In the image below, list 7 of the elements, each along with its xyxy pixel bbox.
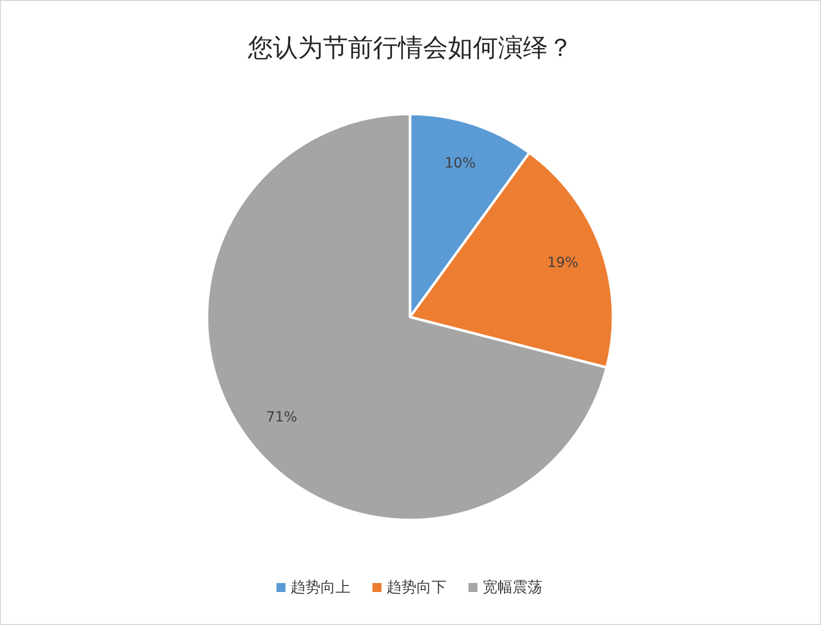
data-label: 19% — [547, 254, 578, 271]
legend-label: 趋势向下 — [386, 578, 446, 596]
data-label: 71% — [266, 410, 298, 426]
legend-label: 趋势向上 — [290, 578, 350, 596]
data-label: 10% — [444, 156, 476, 172]
chart-title: 您认为节前行情会如何演绎？ — [247, 33, 573, 62]
legend-label: 宽幅震荡 — [482, 578, 542, 596]
